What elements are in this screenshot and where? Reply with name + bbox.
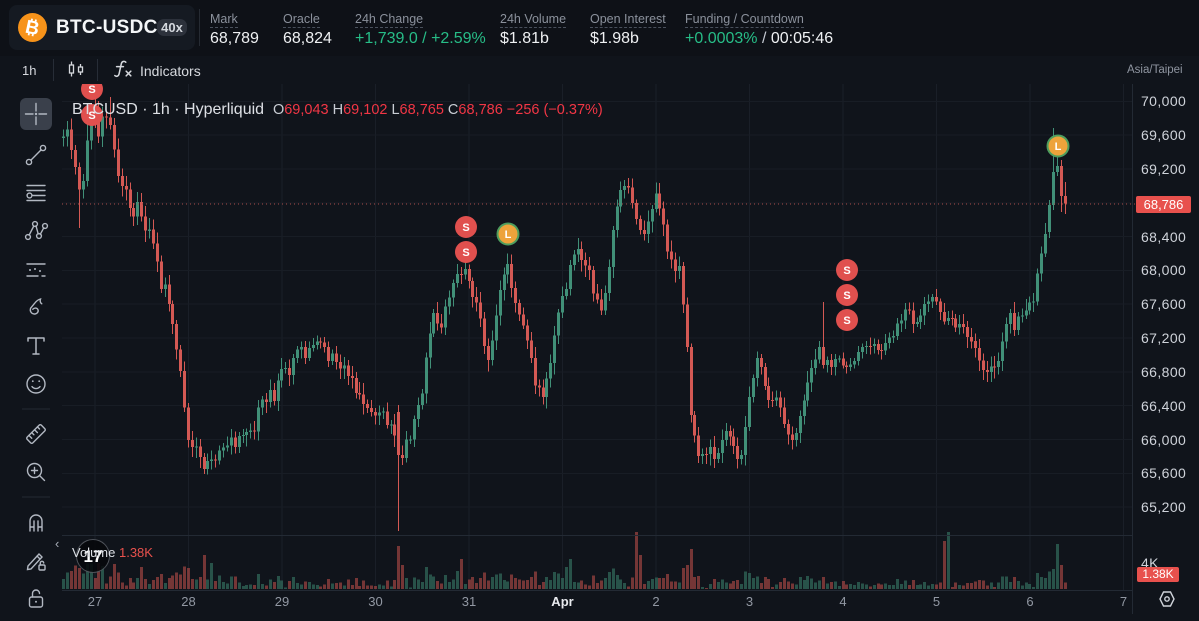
svg-text:B: B [23,17,41,40]
svg-text:S: S [462,222,469,234]
svg-text:S: S [843,265,850,277]
svg-text:L: L [1055,141,1062,153]
svg-text:S: S [843,290,850,302]
svg-text:S: S [88,84,95,96]
svg-text:L: L [505,229,512,241]
svg-text:S: S [88,110,95,122]
svg-text:S: S [462,247,469,259]
svg-text:S: S [843,315,850,327]
